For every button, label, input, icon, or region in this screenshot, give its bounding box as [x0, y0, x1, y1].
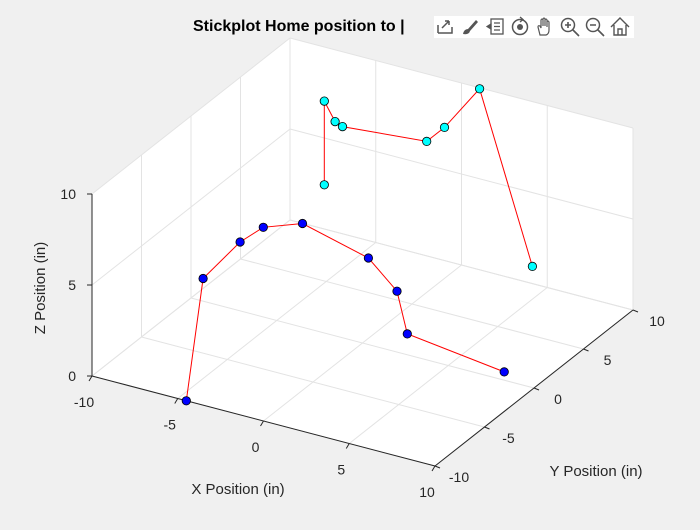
datatip-icon[interactable] [485, 18, 504, 35]
y-tick-label: 10 [649, 313, 665, 329]
axes-panes [92, 38, 633, 466]
export-icon[interactable] [437, 20, 453, 34]
x-tick-label: 10 [419, 484, 435, 500]
zoom-out-icon[interactable] [585, 17, 605, 37]
series-0-point-0 [181, 396, 191, 406]
x-tick-label: 0 [252, 439, 260, 455]
y-tick-mark [434, 465, 441, 469]
x-tick-mark [431, 465, 436, 472]
zoom-in-icon[interactable] [560, 17, 580, 37]
toolbar-background [434, 16, 634, 38]
series-1-point-4 [422, 136, 432, 146]
tick-labels: -10 -5 0 5 10 -10 -5 0 5 10 0 5 10 [60, 186, 665, 500]
pan-icon[interactable] [537, 17, 550, 36]
grid-line [91, 128, 291, 286]
y-tick-mark [632, 309, 639, 313]
y-axis-label: Y Position (in) [549, 463, 642, 480]
grid-line [240, 258, 584, 350]
series-0-point-8 [499, 367, 509, 377]
chart-title: Stickplot Home position to | [193, 18, 405, 35]
y-tick-mark [484, 426, 490, 430]
y-tick-label: -10 [449, 469, 469, 485]
z-tick-label: 0 [68, 368, 76, 384]
series-0-point-1 [198, 273, 208, 284]
series-1-point-5 [439, 122, 450, 133]
series-0-point-6 [392, 286, 402, 296]
x-tick-mark [260, 420, 264, 427]
x-axis-label: X Position (in) [191, 481, 284, 498]
series-1-point-2 [330, 117, 340, 127]
x-tick-mark [174, 398, 179, 404]
x-tick-label: 5 [337, 462, 345, 478]
y-tick-mark [533, 387, 540, 391]
series-0-point-5 [363, 253, 373, 263]
y-tick-label: 5 [604, 352, 612, 368]
series-0-point-3 [258, 222, 268, 232]
grid-line [141, 336, 485, 428]
y-tick-mark [583, 348, 589, 352]
y-tick-label: -5 [502, 430, 515, 446]
grid-line [91, 37, 291, 195]
series-1-point-0 [319, 180, 329, 190]
z-tick-label: 5 [68, 277, 76, 293]
series-0-point-7 [402, 329, 412, 339]
series-1-point-1 [319, 96, 329, 106]
rotate-3d-icon[interactable] [511, 16, 529, 36]
x-tick-label: -5 [164, 417, 177, 433]
grid-line [91, 219, 291, 377]
z-tick-label: 10 [60, 186, 76, 202]
series-0-point-4 [297, 218, 308, 229]
grid-line [190, 297, 535, 389]
series-0-point-2 [235, 237, 245, 247]
y-tick-label: 0 [554, 391, 562, 407]
grid-line [289, 128, 634, 220]
series-1-point-3 [337, 122, 348, 132]
series-markers [181, 84, 538, 406]
series-1-point-6 [474, 84, 485, 94]
brush-icon[interactable] [463, 20, 478, 35]
x-tick-mark [88, 375, 93, 382]
grid-line [289, 37, 634, 129]
x-tick-mark [345, 443, 350, 449]
home-icon[interactable] [610, 17, 630, 36]
series-1-point-7 [527, 261, 538, 271]
x-tick-label: -10 [74, 394, 94, 410]
axes-toolbar [434, 16, 634, 38]
z-axis-label: Z Position (in) [32, 242, 49, 335]
axis-lines [87, 193, 639, 472]
grid-line [289, 219, 634, 311]
